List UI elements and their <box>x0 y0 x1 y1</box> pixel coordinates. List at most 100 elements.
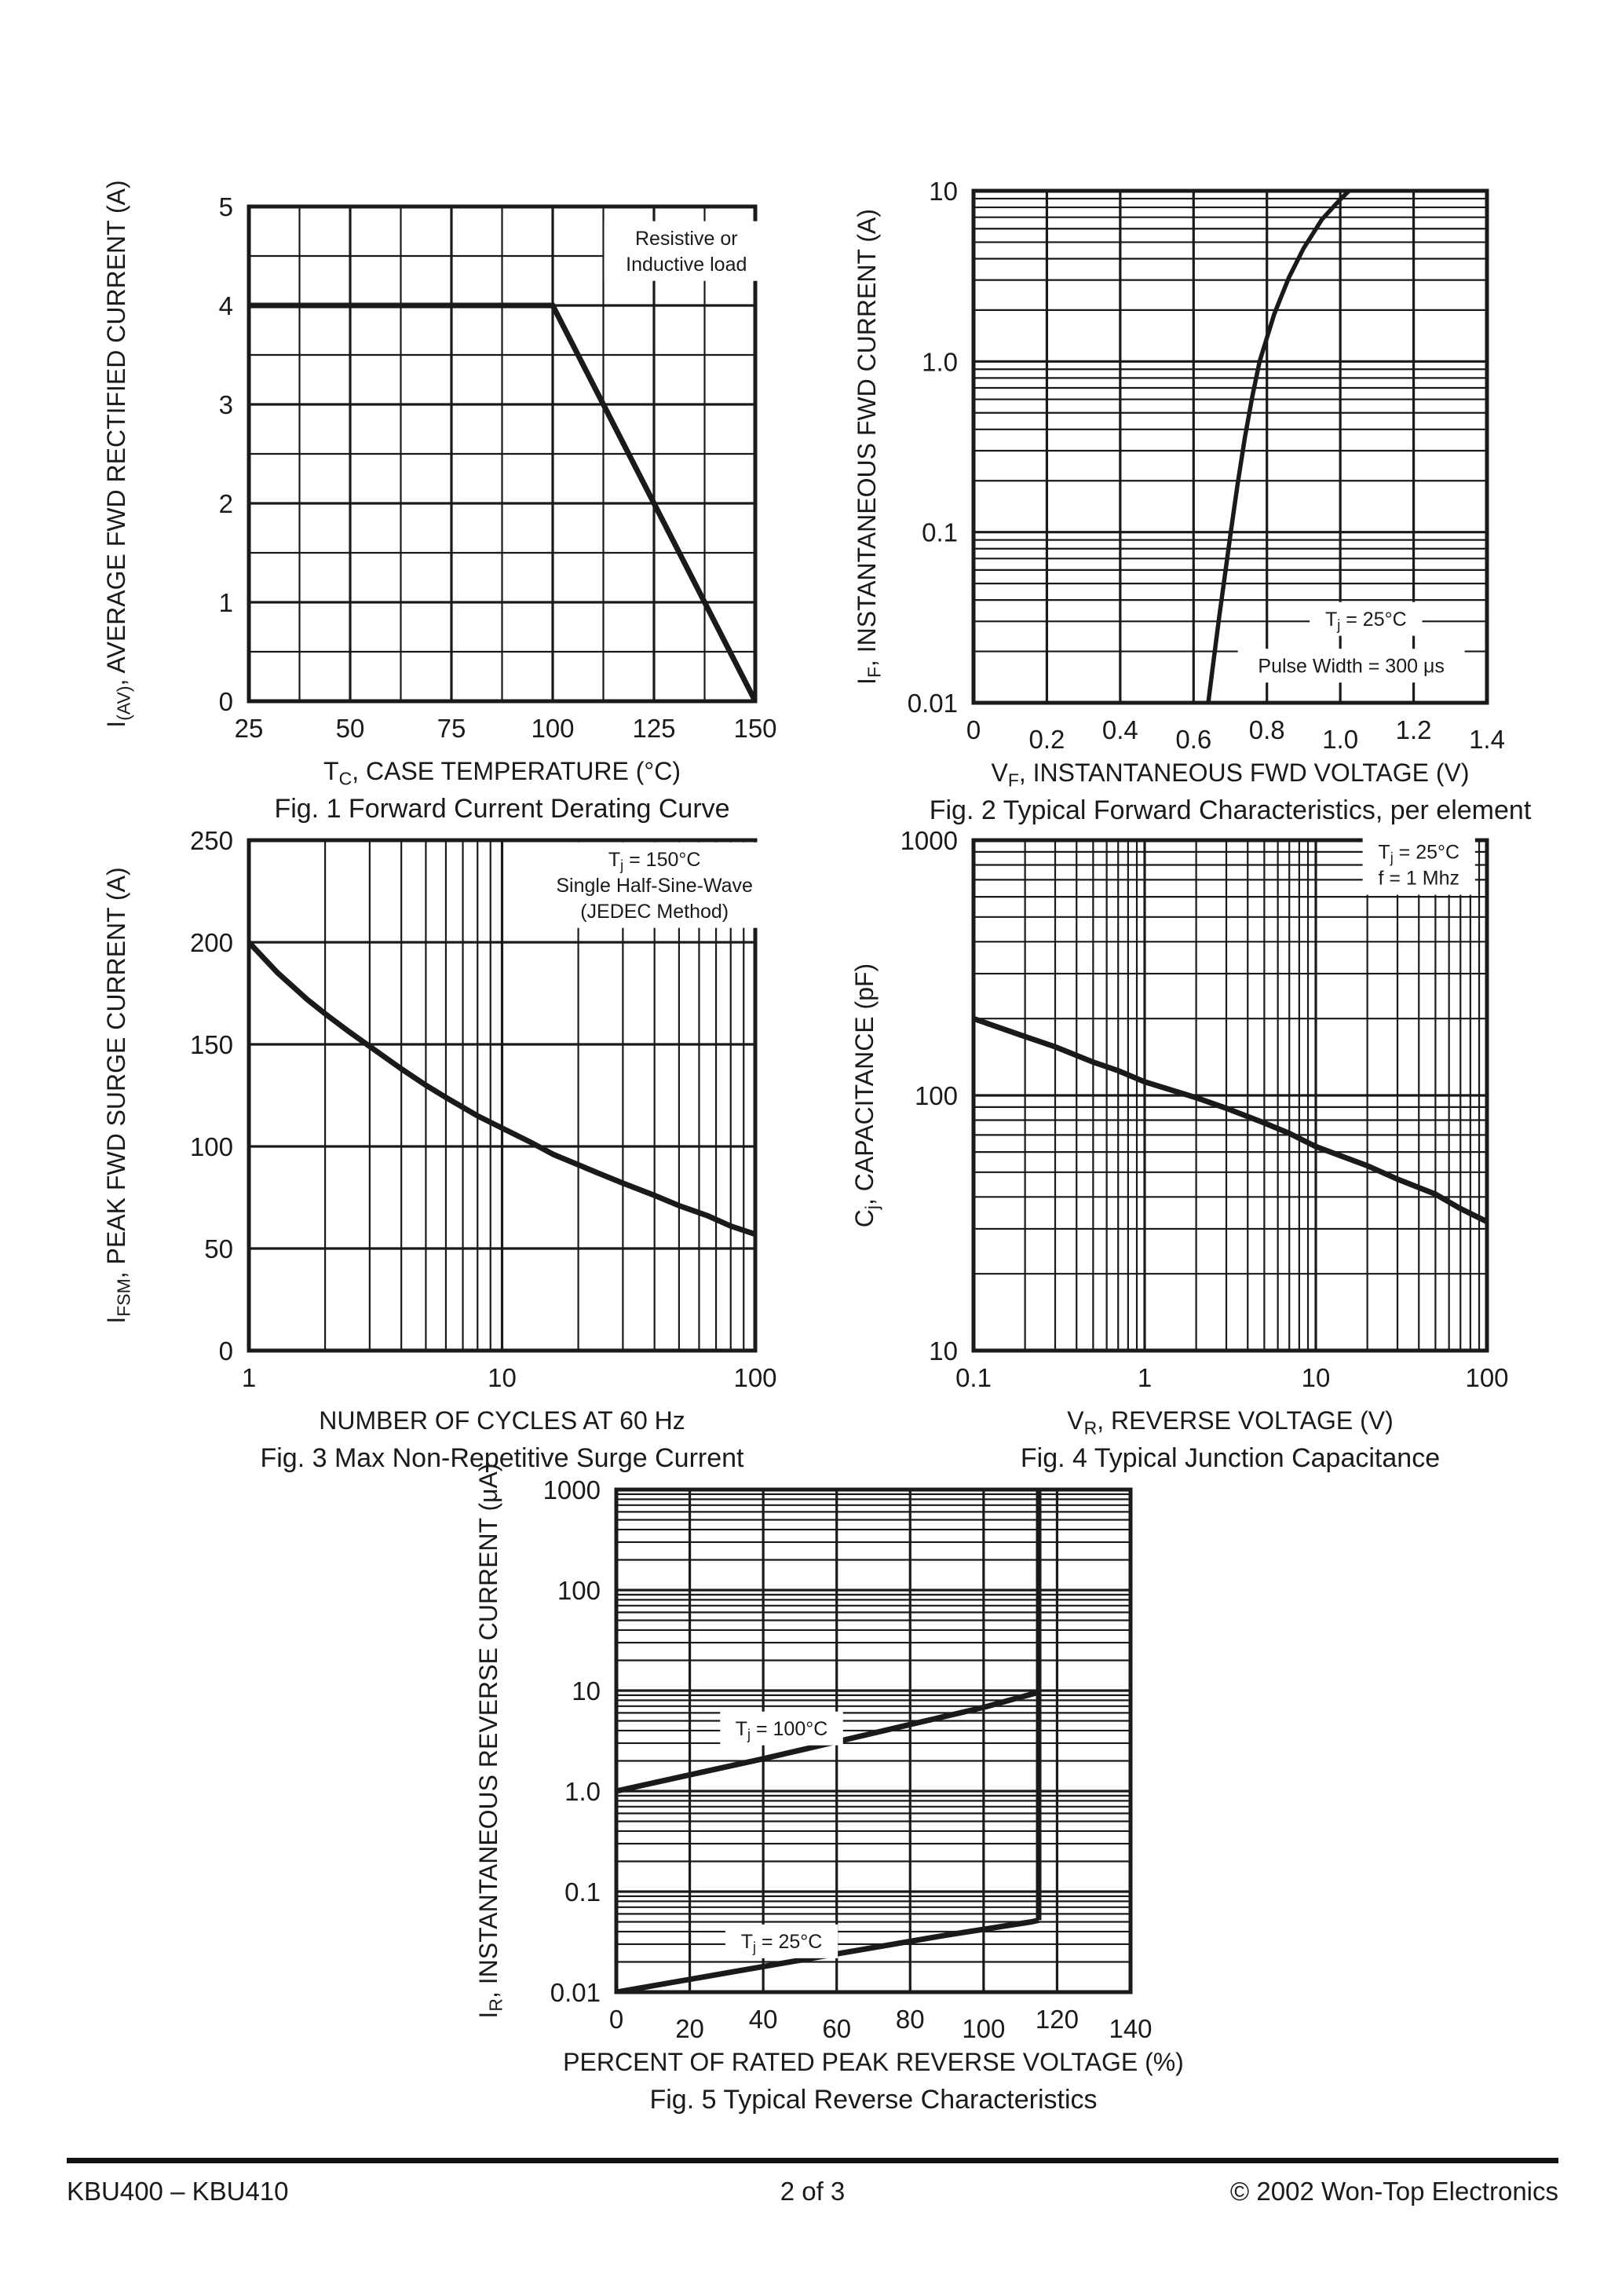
fig3-x-tick: 100 <box>733 1363 776 1392</box>
footer-page-number: 2 of 3 <box>780 2177 846 2206</box>
fig2-y-tick: 1.0 <box>922 347 958 376</box>
fig2-y-axis-label: IF, INSTANTANEOUS FWD CURRENT (A) <box>853 209 884 685</box>
fig5-annotation-text: Tj = 100°C <box>736 1718 828 1742</box>
derating-curve-series <box>249 302 755 701</box>
fig3-y-tick: 0 <box>219 1336 233 1366</box>
fig5-x-tick: 140 <box>1109 2014 1152 2043</box>
fig3-x-axis-label: NUMBER OF CYCLES AT 60 Hz <box>319 1406 685 1435</box>
fig1-y-tick: 1 <box>219 588 233 617</box>
fig4-y-tick: 10 <box>929 1336 958 1366</box>
fig5-annotation-text: Tj = 25°C <box>741 1931 823 1955</box>
fig4-annotation-text: f = 1 Mhz <box>1378 868 1459 890</box>
fig5-typical-reverse-characteristics-chart: Tj = 100°C Tj = 25°C 0 20 40 60 80 100 120 140 100… <box>330 1461 1295 2183</box>
fig5-y-tick: 0.01 <box>550 1978 601 2007</box>
fig5-y-tick: 10 <box>572 1676 601 1706</box>
fig5-svg: Tj = 100°CTj = 25°C0 20 40 60 80 100 120 140100… <box>474 1463 1184 2115</box>
fig5-x-tick: 0 <box>609 2005 623 2034</box>
fig5-x-tick: 80 <box>896 2005 925 2034</box>
fig3-annotation-text: Tj = 150°C <box>608 849 701 873</box>
fig4-y-tick: 1000 <box>901 826 958 855</box>
fig4-annotation-text: Tj = 25°C <box>1378 842 1459 866</box>
fig3-caption: Fig. 3 Max Non-Repetitive Surge Current <box>260 1443 744 1473</box>
fig1-y-axis-label: I(AV), AVERAGE FWD RECTIFIED CURRENT (A) <box>102 180 133 727</box>
fig4-x-tick: 0.1 <box>955 1363 992 1392</box>
fig3-y-tick: 150 <box>190 1030 233 1059</box>
fig5-y-tick: 1.0 <box>564 1777 601 1806</box>
fig2-x-tick: 0.6 <box>1175 725 1211 754</box>
fig1-y-tick: 5 <box>219 192 233 221</box>
fig5-x-tick: 20 <box>675 2014 704 2043</box>
fig2-y-tick: 10 <box>929 177 958 206</box>
fig4-x-tick: 1 <box>1138 1363 1152 1392</box>
fig3-x-tick: 10 <box>488 1363 517 1392</box>
fig2-annotation-text: Pulse Width = 300 μs <box>1258 655 1444 677</box>
fig1-y-tick: 0 <box>219 687 233 716</box>
fig5-x-tick: 60 <box>822 2014 851 2043</box>
fig3-x-tick: 1 <box>242 1363 256 1392</box>
fig1-x-tick: 150 <box>733 714 776 743</box>
fig2-svg: Tj = 25°C Pulse Width = 300 μs 0 0.2 0.4 0.6 0… <box>853 177 1532 825</box>
fig5-x-tick: 40 <box>749 2005 778 2034</box>
fig1-y-tick: 3 <box>219 390 233 419</box>
fig5-y-axis-label: IR, INSTANTANEOUS REVERSE CURRENT (μA) <box>474 1463 506 2018</box>
fig2-x-tick: 0 <box>966 715 981 744</box>
fig3-annotation-text: Single Half-Sine-Wave <box>556 875 753 897</box>
fig2-x-tick: 0.2 <box>1028 725 1065 754</box>
fig2-annotation-text: Tj = 25°C <box>1325 609 1407 633</box>
fig1-x-axis-label: TC, CASE TEMPERATURE (°C) <box>323 757 681 788</box>
fig2-x-tick: 0.8 <box>1249 715 1285 744</box>
fig4-x-tick: 10 <box>1302 1363 1331 1392</box>
fig1-caption: Fig. 1 Forward Current Derating Curve <box>274 794 729 824</box>
surge-current-curve-series <box>249 940 755 1238</box>
fig4-y-axis-label: Cj, CAPACITANCE (pF) <box>850 963 882 1227</box>
fig5-y-tick: 100 <box>557 1576 601 1605</box>
fig5-x-tick: 100 <box>962 2014 1005 2043</box>
fig5-y-tick: 1000 <box>543 1475 601 1504</box>
fig1-x-tick: 125 <box>632 714 675 743</box>
fig4-caption: Fig. 4 Typical Junction Capacitance <box>1021 1443 1440 1473</box>
reverse-current-25C-series <box>616 1917 1039 1992</box>
fig4-y-tick: 100 <box>915 1081 958 1110</box>
fig3-y-tick: 250 <box>190 826 233 855</box>
fig1-x-tick: 25 <box>235 714 264 743</box>
fig3-y-axis-label: IFSM, PEAK FWD SURGE CURRENT (A) <box>102 867 133 1323</box>
fig5-caption: Fig. 5 Typical Reverse Characteristics <box>649 2085 1097 2115</box>
fig1-forward-current-derating-chart: Resistive or Inductive load 25 50 75 100 125 15… <box>47 94 840 840</box>
fig4-typical-junction-capacitance-chart: Tj = 25°C f = 1 Mhz 0.1 1 10 100 1000 100 10 VR, … <box>848 817 1594 1492</box>
fig1-annotation-text: Resistive or <box>635 228 738 250</box>
fig3-y-tick: 100 <box>190 1132 233 1161</box>
reverse-current-100C-series <box>616 1689 1039 1794</box>
fig1-annotation-text: Inductive load <box>626 254 747 276</box>
fig2-x-axis-label: VF, INSTANTANEOUS FWD VOLTAGE (V) <box>991 759 1469 790</box>
fig2-y-tick: 0.1 <box>922 518 958 547</box>
fig4-x-tick: 100 <box>1465 1363 1508 1392</box>
fig1-x-tick: 75 <box>437 714 466 743</box>
fig2-x-tick: 0.4 <box>1102 715 1138 744</box>
fig1-x-tick: 100 <box>531 714 574 743</box>
fig3-y-tick: 200 <box>190 928 233 957</box>
fig1-y-tick: 4 <box>219 291 233 320</box>
footer-divider <box>67 2158 1558 2163</box>
fig4-x-axis-label: VR, REVERSE VOLTAGE (V) <box>1067 1406 1394 1438</box>
fig2-y-tick: 0.01 <box>908 689 958 718</box>
fig5-x-tick: 120 <box>1036 2005 1079 2034</box>
fig2-typical-forward-characteristics-chart: Tj = 25°C Pulse Width = 300 μs 0 0.2 0.4 0.6 0… <box>848 94 1594 840</box>
footer: KBU400 – KBU410 2 of 3 © 2002 Won-Top El… <box>67 2177 1558 2206</box>
forward-characteristic-series <box>1206 191 1353 703</box>
fig2-x-tick: 1.4 <box>1469 725 1505 754</box>
fig1-y-tick: 2 <box>219 489 233 518</box>
fig3-annotation-text: (JEDEC Method) <box>580 901 729 923</box>
footer-copyright: © 2002 Won-Top Electronics <box>1229 2177 1558 2206</box>
fig2-x-tick: 1.2 <box>1396 715 1432 744</box>
junction-capacitance-curve-series <box>974 1015 1487 1224</box>
fig4-svg: Tj = 25°Cf = 1 Mhz 0.1 1 10 100 1000 100 10 VR, … <box>850 826 1509 1473</box>
fig3-y-tick: 50 <box>204 1234 233 1263</box>
fig1-x-tick: 50 <box>336 714 365 743</box>
fig5-x-axis-label: PERCENT OF RATED PEAK REVERSE VOLTAGE (%… <box>563 2048 1184 2076</box>
fig2-x-tick: 1.0 <box>1322 725 1358 754</box>
fig2-caption: Fig. 2 Typical Forward Characteristics, … <box>930 795 1532 825</box>
footer-part-number: KBU400 – KBU410 <box>67 2177 289 2206</box>
